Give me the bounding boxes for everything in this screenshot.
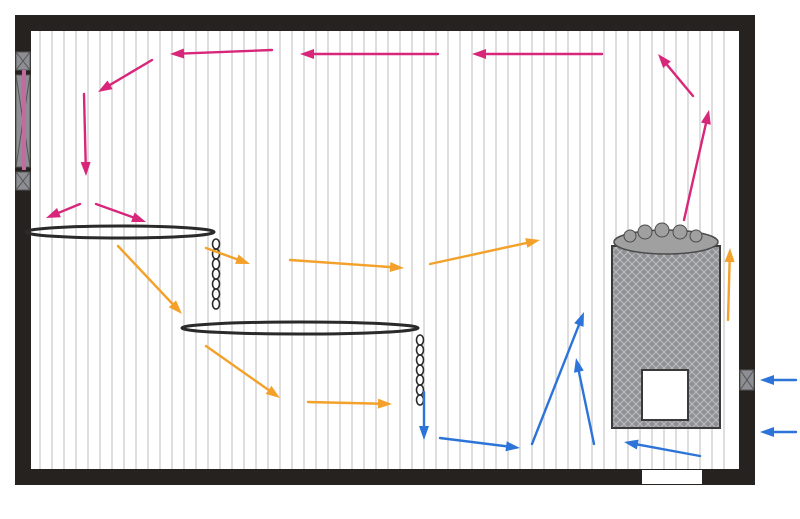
floor-intake-gap: [642, 470, 702, 484]
sauna-airflow-diagram: [0, 0, 800, 519]
vent-bottom-right: [740, 370, 754, 390]
sauna-heater: [612, 223, 720, 428]
diagram-root: [0, 0, 800, 519]
